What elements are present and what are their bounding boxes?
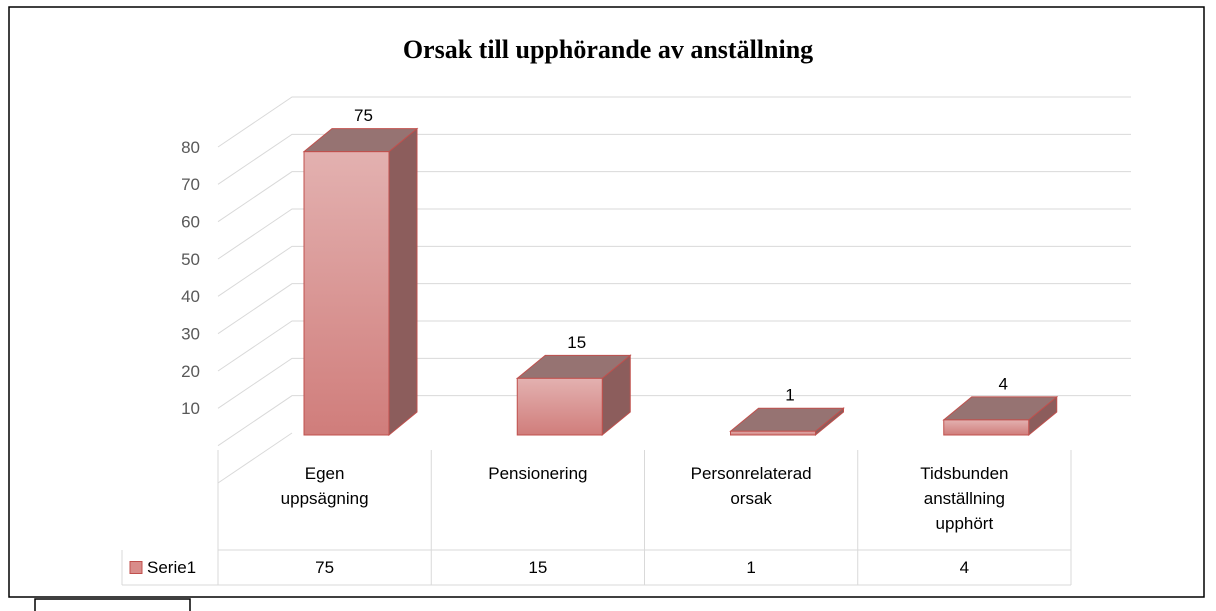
grid-line [217, 208, 1131, 260]
category-label-line: Tidsbunden [920, 464, 1008, 483]
grid-line [217, 283, 1131, 335]
data-label: 4 [999, 374, 1008, 393]
y-tick-label: 30 [181, 324, 200, 343]
table-value: 75 [315, 558, 334, 577]
legend-label: Serie1 [147, 558, 196, 577]
data-label: 75 [354, 106, 373, 125]
category-label-line: Personrelaterad [691, 464, 812, 483]
grid-line [217, 245, 1131, 297]
category-label-line: uppsägning [281, 489, 369, 508]
y-tick-label: 20 [181, 362, 200, 381]
wall-edge [217, 96, 1131, 148]
grid-line [217, 357, 1131, 409]
chart-title: Orsak till upphörande av anställning [403, 35, 813, 64]
frame-box [34, 598, 191, 611]
bar [730, 430, 816, 436]
grid-line [217, 171, 1131, 223]
bar-top [729, 407, 845, 432]
category-label-line: Pensionering [488, 464, 587, 483]
data-label: 1 [785, 386, 794, 405]
floor-edge [217, 432, 293, 484]
category-label: Tidsbunden anställning upphört [920, 464, 1008, 533]
category-label: Personrelaterad orsak [691, 464, 812, 508]
table-value: 4 [960, 558, 969, 577]
category-label: Pensionering [488, 464, 587, 483]
bar [943, 419, 1030, 436]
category-label: Egen uppsägning [281, 464, 369, 508]
y-tick-label: 40 [181, 287, 200, 306]
bar [516, 377, 603, 436]
y-tick-label: 50 [181, 250, 200, 269]
data-label: 15 [567, 333, 586, 352]
bar [303, 151, 390, 436]
category-label-line: anställning [924, 489, 1005, 508]
table-value: 1 [746, 558, 755, 577]
legend-swatch [129, 561, 143, 574]
category-label-line: orsak [730, 489, 772, 508]
table-value: 15 [528, 558, 547, 577]
y-tick-label: 80 [181, 138, 200, 157]
grid-line [217, 133, 1131, 185]
category-label-line: upphört [936, 514, 994, 533]
chart-border [8, 6, 1205, 598]
grid-line [217, 320, 1131, 372]
grid-line [217, 395, 1131, 447]
bar-side [388, 127, 418, 437]
y-tick-label: 60 [181, 212, 200, 231]
y-tick-label: 70 [181, 175, 200, 194]
y-tick-label: 10 [181, 399, 200, 418]
category-label-line: Egen [305, 464, 345, 483]
